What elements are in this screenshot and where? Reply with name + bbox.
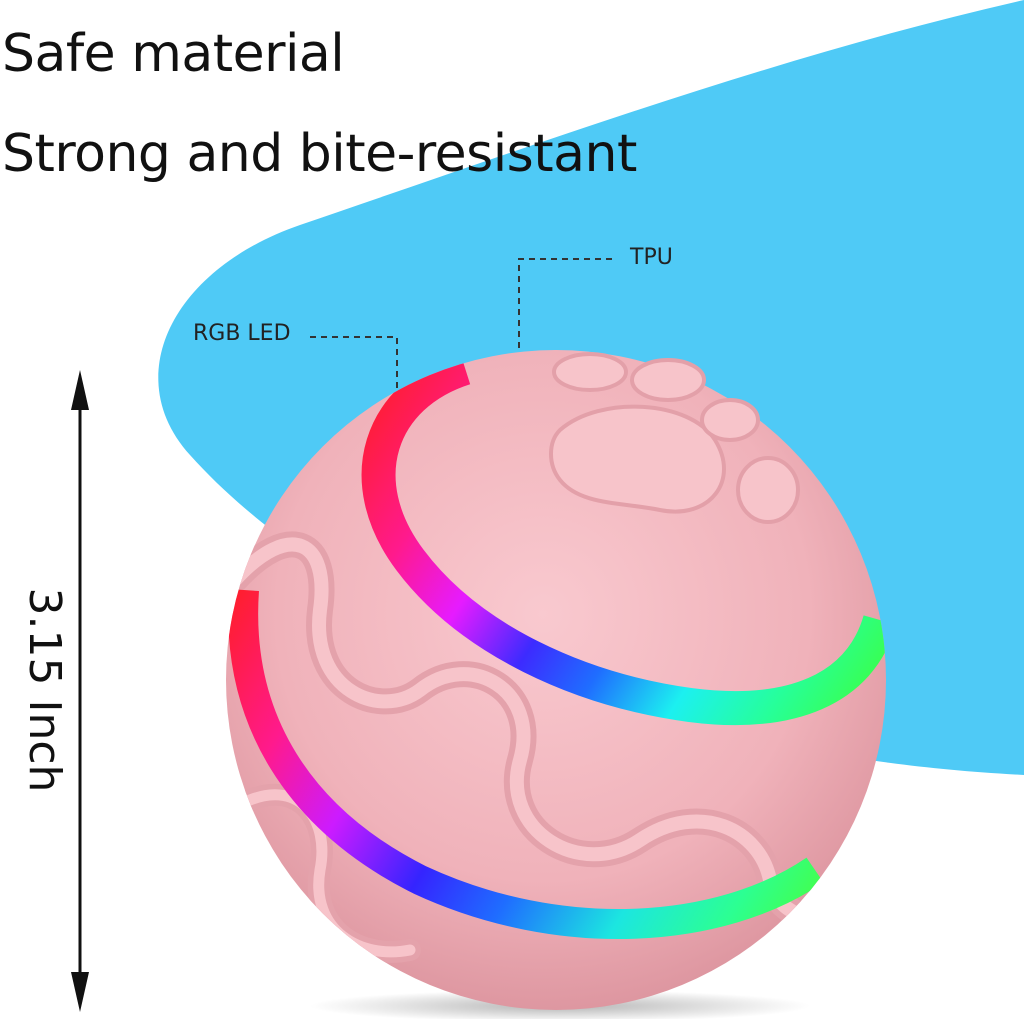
dimension-label: 3.15 Inch [19,587,70,793]
led-band-upper [361,351,886,725]
headline-bite-resistant: Strong and bite-resistant [2,124,637,184]
callout-rgb-led-label: RGB LED [193,321,291,346]
paw-print-icon [549,352,800,524]
double-headed-vertical-arrow-icon [71,370,89,1012]
headline-safe-material: Safe material [2,24,345,84]
led-leader-line [310,336,398,388]
callout-tpu-label: TPU [630,245,673,270]
tpu-leader-line [518,258,612,350]
led-band-lower [228,588,824,939]
